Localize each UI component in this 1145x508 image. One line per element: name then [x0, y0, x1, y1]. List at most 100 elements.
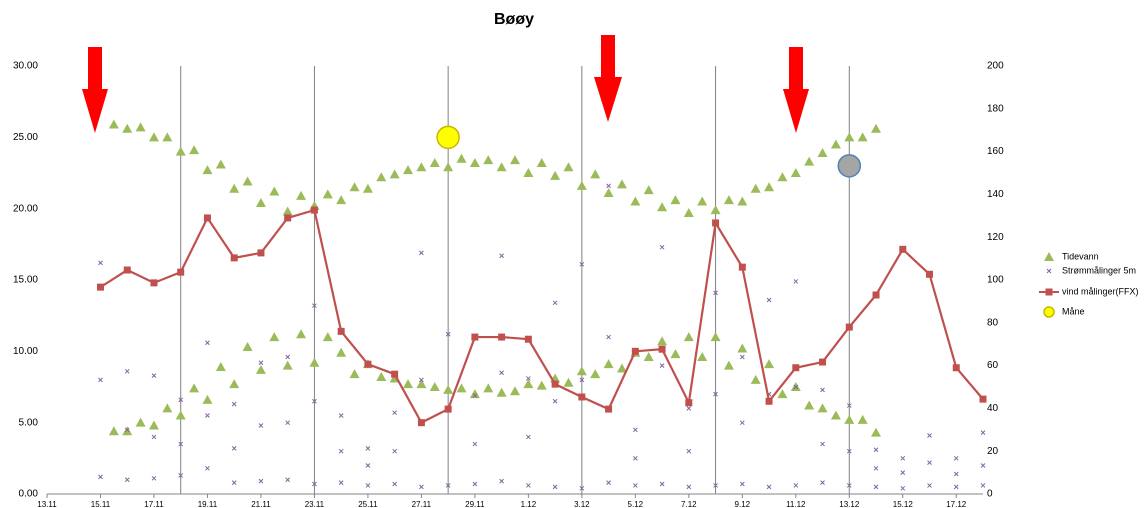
- triangle-marker: [536, 158, 547, 168]
- triangle-marker: [737, 343, 748, 353]
- triangle-marker: [322, 189, 333, 199]
- square-marker: [96, 283, 104, 291]
- triangle-marker: [336, 347, 347, 357]
- triangle-marker: [857, 414, 868, 424]
- square-marker: [952, 364, 960, 372]
- triangle-marker: [777, 172, 788, 182]
- x-marker: [659, 363, 665, 368]
- x-tick-label: 15.11: [91, 500, 111, 508]
- x-tick-label: 17.11: [144, 500, 164, 508]
- x-marker: [499, 253, 504, 259]
- triangle-marker: [523, 168, 534, 177]
- x-marker: [178, 473, 184, 478]
- triangle-marker: [469, 158, 480, 168]
- square-marker: [872, 291, 880, 299]
- x-marker: [312, 481, 317, 487]
- x-tick-label: 11.12: [786, 500, 806, 508]
- x-marker: [659, 481, 665, 487]
- y2-tick-label: 200: [987, 61, 1004, 72]
- x-tick-label: 9.12: [735, 500, 751, 508]
- square-marker: [444, 405, 452, 413]
- y-tick-label: 25.00: [13, 132, 38, 143]
- triangle-marker: [616, 363, 627, 373]
- x-marker: [873, 447, 879, 453]
- triangle-marker: [376, 172, 387, 182]
- triangle-marker: [857, 132, 868, 142]
- x-marker: [953, 484, 959, 490]
- triangle-marker: [536, 380, 547, 390]
- x-marker: [820, 441, 825, 447]
- x-marker: [846, 448, 852, 454]
- triangle-marker: [750, 374, 761, 384]
- y-tick-label: 0.00: [19, 489, 39, 500]
- x-marker: [739, 420, 745, 426]
- x-marker: [579, 261, 585, 267]
- circle-marker: [837, 154, 862, 178]
- triangle-marker: [710, 332, 721, 342]
- square-marker: [658, 345, 666, 353]
- x-marker: [713, 290, 718, 296]
- x-marker: [713, 483, 718, 488]
- square-marker: [819, 358, 827, 366]
- x-marker: [846, 483, 852, 488]
- x-marker: [445, 483, 451, 488]
- triangle-marker: [496, 162, 507, 172]
- arrow: [594, 35, 622, 122]
- triangle-marker: [817, 148, 828, 158]
- triangle-marker: [456, 153, 467, 163]
- square-marker: [257, 249, 265, 257]
- x-marker: [873, 484, 879, 490]
- x-tick-label: 15.12: [893, 500, 914, 508]
- x-marker: [766, 297, 772, 303]
- square-marker: [792, 364, 800, 372]
- triangle-marker: [563, 162, 574, 172]
- x-marker: [579, 377, 585, 383]
- triangle-marker: [403, 165, 414, 175]
- triangle-marker: [670, 195, 681, 205]
- triangle-marker: [723, 195, 734, 205]
- x-marker: [793, 483, 799, 488]
- x-tick-label: 1.12: [521, 500, 537, 508]
- triangle-marker: [215, 362, 226, 372]
- triangle-marker: [255, 364, 266, 374]
- y2-tick-label: 160: [987, 146, 1004, 157]
- x-marker: [151, 475, 157, 481]
- triangle-marker: [403, 379, 414, 389]
- triangle-marker: [108, 426, 119, 436]
- legend-label: vind målinger(FFX): [1062, 286, 1139, 296]
- y2-tick-label: 20: [987, 446, 999, 457]
- series-line: [99, 208, 984, 425]
- triangle-marker: [830, 410, 841, 420]
- legend-marker: [1044, 252, 1054, 261]
- x-tick-label: 13.11: [37, 500, 57, 508]
- x-marker: [472, 441, 478, 447]
- triangle-marker: [590, 169, 601, 179]
- triangle-marker: [122, 123, 133, 133]
- legend-marker: [1043, 306, 1055, 318]
- triangle-marker: [376, 372, 387, 382]
- square-marker: [685, 399, 693, 407]
- x-marker: [392, 448, 398, 454]
- x-tick-label: 5.12: [628, 500, 644, 508]
- triangle-marker: [429, 158, 440, 168]
- triangle-marker: [830, 139, 841, 149]
- x-marker: [285, 354, 291, 360]
- x-marker: [151, 434, 157, 440]
- triangle-marker: [750, 183, 761, 193]
- triangle-marker: [162, 403, 173, 413]
- x-marker: [285, 420, 291, 426]
- x-marker: [205, 465, 210, 471]
- triangle-marker: [603, 359, 614, 369]
- triangle-marker: [777, 389, 788, 399]
- x-marker: [606, 183, 611, 189]
- x-marker: [686, 484, 692, 490]
- triangle-marker: [322, 332, 333, 342]
- triangle-marker: [309, 357, 320, 367]
- triangle-marker: [416, 162, 427, 172]
- triangle-marker: [162, 132, 173, 142]
- x-marker: [499, 370, 504, 376]
- legend-marker: [1046, 268, 1052, 274]
- triangle-marker: [523, 379, 534, 389]
- chart-title: Bøøy: [494, 11, 534, 28]
- x-marker: [178, 441, 184, 447]
